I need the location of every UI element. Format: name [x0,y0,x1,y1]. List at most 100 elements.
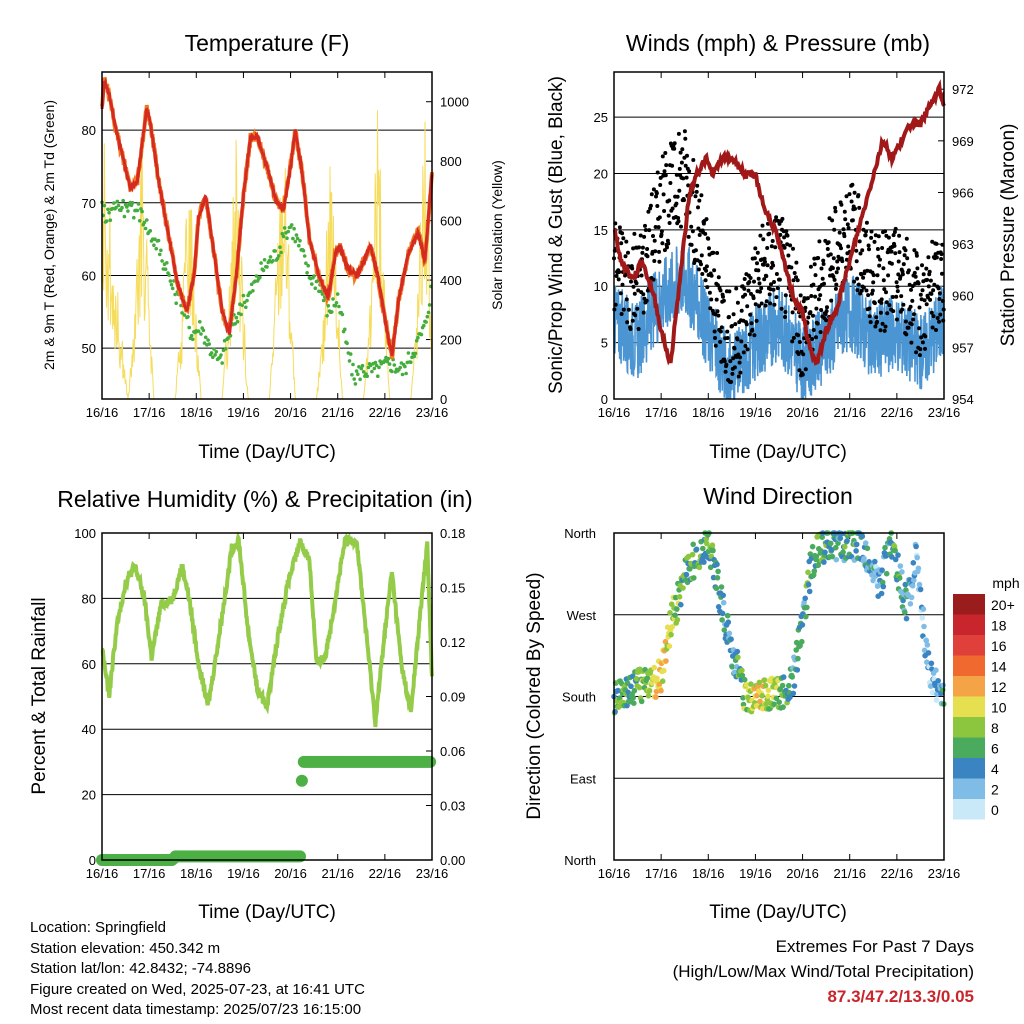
dewpoint-point [211,355,215,360]
direction-point [861,555,867,562]
direction-point [731,669,738,676]
direction-point [862,540,869,546]
x-tick-label: 20/16 [786,405,819,420]
gust-point [659,232,664,237]
gust-point [883,229,888,234]
direction-point [787,694,793,701]
gust-point [616,277,621,282]
direction-point [821,559,827,565]
colorbar: 20+ 18 16 14 12 10 8 6 4 2 0 [953,594,1015,820]
direction-point [920,606,927,612]
direction-point [691,575,697,581]
gust-point [938,312,943,317]
dewpoint-point [245,298,249,303]
gust-point [676,216,681,220]
dewpoint-point [325,314,329,318]
gust-point [707,246,711,251]
dewpoint-point [212,347,216,351]
dewpoint-point [426,310,431,315]
gust-point [940,271,944,276]
dewpoint-point [213,353,217,357]
gust-point [621,307,626,312]
colorbar-swatch [953,758,985,779]
dewpoint-point [189,333,194,338]
direction-point [689,551,696,558]
dewpoint-point [289,223,294,227]
gust-point [657,249,661,254]
dewpoint-point [139,207,143,211]
x-tick-label: 21/16 [321,405,354,420]
gust-point [927,269,932,274]
gust-point [932,282,937,287]
gust-point [703,278,708,283]
direction-point [909,583,916,589]
direction-point [822,549,828,556]
direction-point [896,575,903,581]
gust-point [736,374,741,379]
gust-point [709,273,714,278]
gust-point [813,273,818,278]
x-tick-label: 22/16 [881,866,914,881]
direction-point [762,682,769,689]
gust-point [928,278,933,283]
dewpoint-point [104,219,109,223]
dewpoint-point [173,292,177,297]
gust-point [852,279,857,284]
gust-point [891,309,896,314]
gust-point [721,298,726,303]
direction-point [940,682,946,689]
direction-point [659,678,666,684]
gust-point [895,289,900,294]
dewpoint-point [169,282,174,287]
gust-point [693,194,698,199]
dewpoint-point [390,369,394,374]
direction-point [719,610,726,617]
gust-point [656,225,661,230]
extremes-values: 87.3/47.2/13.3/0.05 [827,987,974,1006]
gust-point [713,312,718,317]
gust-point [721,294,725,299]
gust-point [917,326,922,331]
gust-point [880,246,885,250]
direction-point [923,637,930,644]
gust-point [654,194,658,199]
y-tick-right-label: 0.12 [440,635,465,650]
direction-point [908,594,915,601]
gust-point [631,246,636,251]
y-tick-right-label: 600 [440,214,462,229]
gust-point [924,302,929,307]
gust-point [667,221,672,225]
gust-point [731,356,736,361]
gust-point [677,166,682,171]
gust-point [889,249,894,254]
direction-point [882,544,888,551]
gust-point [843,217,848,222]
direction-point [739,667,745,674]
direction-point [678,601,684,608]
winds-frame [613,71,945,400]
gust-point [700,272,705,276]
direction-point [779,682,786,689]
gust-point [900,272,905,277]
gust-point [812,262,817,267]
direction-point [714,575,721,581]
gust-point [828,252,833,257]
gust-point [924,266,929,271]
gust-point [687,169,692,174]
dewpoint-point [356,372,360,377]
gust-point [664,163,669,168]
gust-point [816,256,821,260]
direction-point [674,617,681,623]
y-tick-right-label: 954 [952,392,974,407]
gust-point [724,362,729,367]
y-tick-label: 60 [82,657,96,672]
direction-point [703,536,709,542]
gust-point [640,245,645,250]
gust-point [619,312,624,316]
direction-point [795,655,801,662]
gust-point [742,286,747,291]
gust-point [842,234,847,239]
direction-point [631,700,637,706]
dewpoint-point [121,198,125,203]
direction-point [928,660,935,667]
